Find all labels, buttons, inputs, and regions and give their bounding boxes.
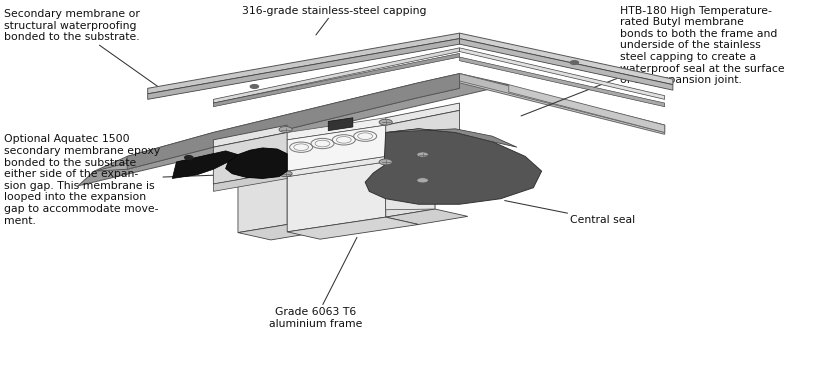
Polygon shape [287, 217, 418, 239]
Circle shape [184, 156, 193, 159]
Polygon shape [287, 162, 385, 232]
Circle shape [416, 178, 428, 183]
Circle shape [250, 85, 258, 88]
Polygon shape [385, 161, 434, 210]
Polygon shape [385, 110, 459, 162]
Polygon shape [385, 161, 434, 217]
Polygon shape [459, 74, 664, 132]
Polygon shape [459, 39, 672, 90]
Polygon shape [459, 33, 672, 85]
Polygon shape [213, 132, 287, 184]
Polygon shape [287, 125, 385, 171]
Text: 316-grade stainless-steel capping: 316-grade stainless-steel capping [241, 6, 426, 35]
Polygon shape [94, 81, 459, 171]
Polygon shape [385, 209, 467, 224]
Polygon shape [172, 151, 237, 178]
Text: Optional Aquatec 1500
secondary membrane epoxy
bonded to the substrate
either si: Optional Aquatec 1500 secondary membrane… [4, 134, 226, 226]
Text: Secondary membrane or
structural waterproofing
bonded to the substrate.: Secondary membrane or structural waterpr… [4, 9, 168, 94]
Polygon shape [213, 171, 287, 191]
Text: Grade 6063 T6
aluminium frame: Grade 6063 T6 aluminium frame [269, 237, 362, 329]
Polygon shape [459, 74, 664, 134]
Polygon shape [385, 103, 459, 125]
Polygon shape [508, 85, 664, 132]
Polygon shape [327, 118, 352, 131]
Polygon shape [459, 57, 664, 107]
Polygon shape [237, 177, 287, 233]
Circle shape [279, 171, 292, 177]
Polygon shape [78, 74, 508, 186]
Polygon shape [287, 156, 385, 177]
Polygon shape [147, 33, 459, 94]
Polygon shape [226, 148, 287, 178]
Polygon shape [385, 129, 516, 147]
Polygon shape [365, 129, 541, 204]
Text: HTB-180 High Temperature-
rated Butyl membrane
bonds to both the frame and
under: HTB-180 High Temperature- rated Butyl me… [520, 6, 783, 116]
Text: Central seal: Central seal [504, 201, 634, 225]
Polygon shape [237, 224, 320, 240]
Circle shape [379, 159, 392, 165]
Polygon shape [459, 48, 664, 99]
Circle shape [379, 119, 392, 125]
Circle shape [416, 152, 428, 157]
Polygon shape [385, 147, 459, 169]
Polygon shape [147, 39, 459, 99]
Polygon shape [287, 118, 385, 140]
Polygon shape [127, 74, 459, 169]
Circle shape [570, 61, 578, 64]
Polygon shape [213, 53, 459, 107]
Polygon shape [213, 48, 459, 103]
Polygon shape [213, 125, 287, 147]
Circle shape [279, 127, 292, 132]
